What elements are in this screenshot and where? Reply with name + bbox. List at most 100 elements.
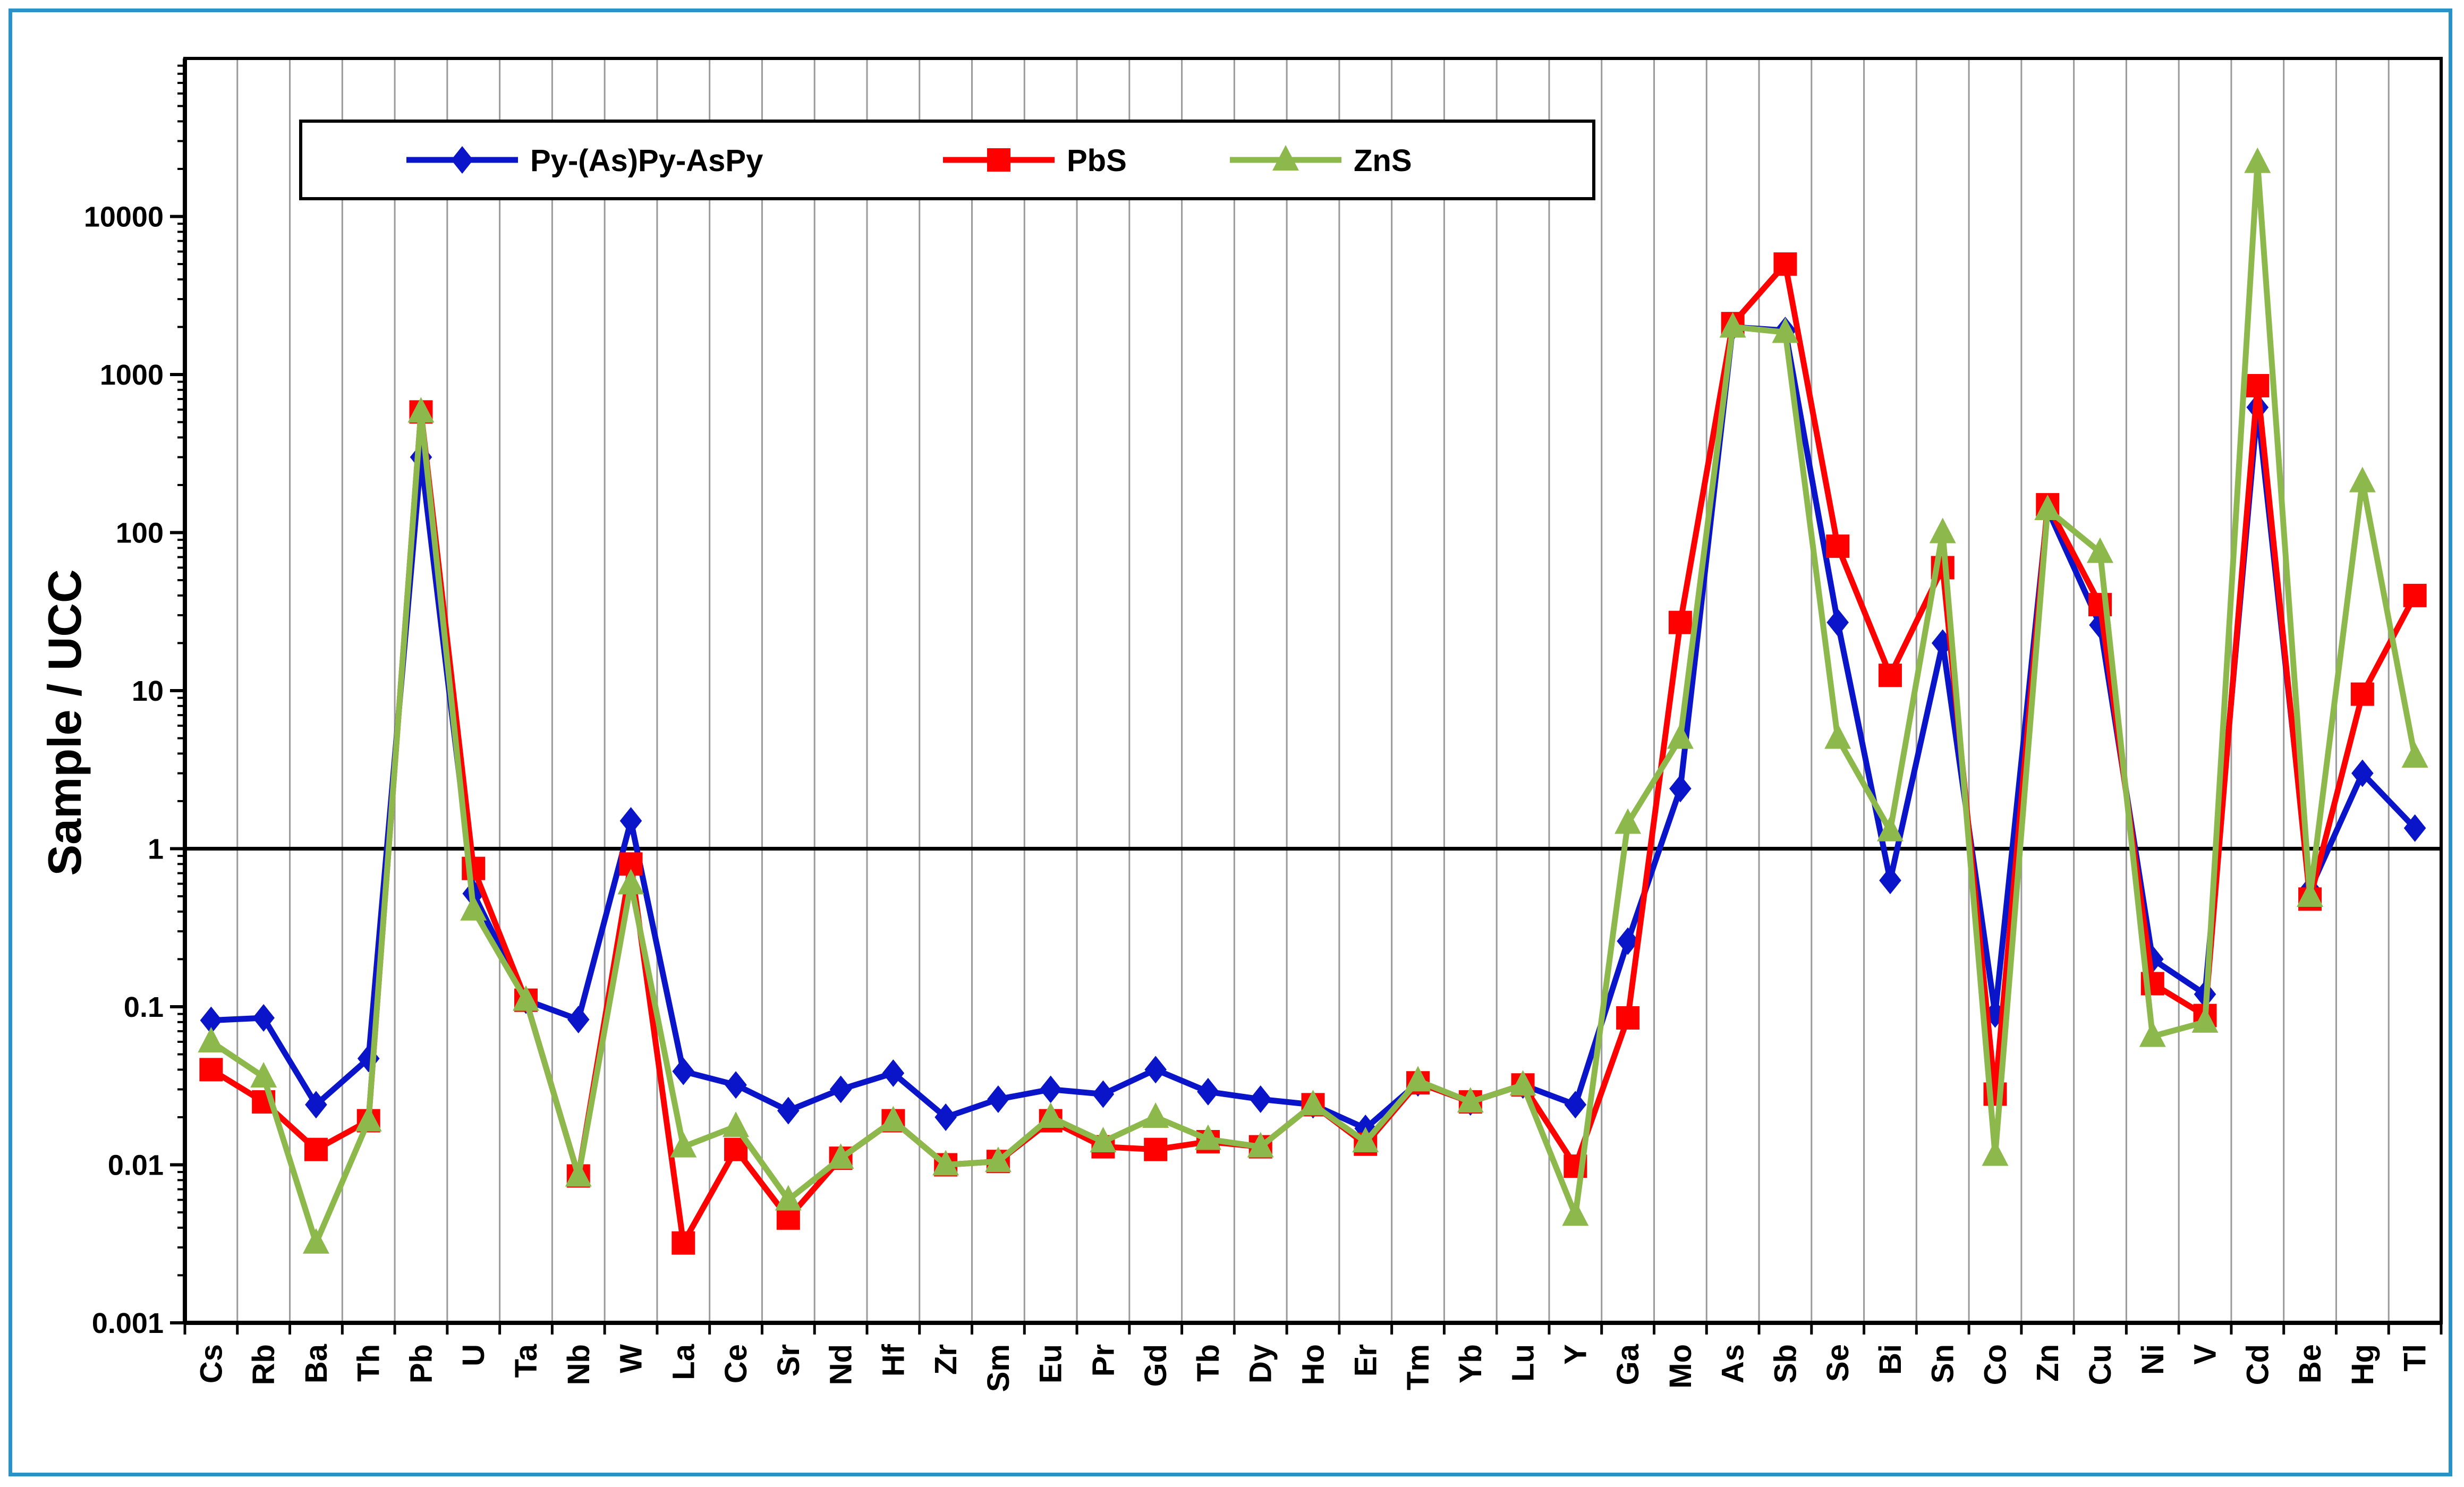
- data-point: [1037, 1102, 1064, 1128]
- data-point: [987, 1085, 1009, 1114]
- data-point: [1982, 1140, 2009, 1166]
- series-line: [211, 324, 2417, 1132]
- x-tick-label: Cs: [194, 1344, 228, 1383]
- y-tick-label: 10: [132, 675, 164, 707]
- x-tick-label: Pb: [404, 1344, 438, 1383]
- x-tick-label: Er: [1348, 1344, 1383, 1376]
- data-point: [880, 1106, 907, 1132]
- data-point: [1667, 723, 1694, 749]
- x-tick-label: Lu: [1506, 1344, 1541, 1382]
- legend-item-2: PbS: [943, 143, 1127, 178]
- data-point: [672, 1231, 695, 1255]
- y-tick-label: 1000: [100, 359, 164, 391]
- data-point: [1773, 252, 1797, 276]
- legend-label: PbS: [1067, 143, 1127, 178]
- x-tick-label: Hf: [876, 1344, 911, 1376]
- x-tick-label: Tm: [1401, 1344, 1435, 1390]
- x-tick-label: Zn: [2030, 1344, 2065, 1382]
- data-point: [1509, 1070, 1536, 1096]
- y-axis-label: Sample / UCC: [38, 569, 91, 876]
- data-point: [2349, 466, 2376, 492]
- x-tick-label: Sr: [771, 1344, 806, 1376]
- data-point: [777, 1097, 800, 1125]
- data-point: [1144, 1056, 1167, 1084]
- data-point: [725, 1071, 747, 1099]
- data-point: [829, 1075, 852, 1103]
- x-tick-label: Rb: [247, 1344, 281, 1385]
- legend: Py-(As)Py-AsPy PbS ZnS: [299, 120, 1595, 200]
- data-point: [2351, 759, 2374, 787]
- data-point: [1984, 1000, 2007, 1028]
- x-tick-label: As: [1716, 1344, 1751, 1383]
- x-tick-label: Y: [1558, 1344, 1593, 1365]
- x-tick-label: W: [614, 1344, 649, 1373]
- x-tick-label: Gd: [1138, 1344, 1173, 1387]
- x-tick-label: Be: [2293, 1344, 2327, 1383]
- legend-label: Py-(As)Py-AsPy: [530, 143, 763, 178]
- data-point: [250, 1062, 277, 1087]
- x-tick-label: La: [666, 1344, 701, 1380]
- y-tick-label: 100: [116, 517, 164, 549]
- data-point: [1562, 1200, 1589, 1226]
- data-point: [198, 1027, 225, 1052]
- data-point: [2141, 945, 2164, 973]
- data-point: [200, 1006, 223, 1034]
- y-tick-label: 0.1: [124, 991, 164, 1023]
- data-point: [619, 807, 642, 835]
- data-point: [1669, 775, 1692, 803]
- data-point: [567, 1006, 590, 1034]
- x-tick-label: Tb: [1191, 1344, 1226, 1382]
- data-point: [775, 1185, 802, 1211]
- legend-marker: [451, 146, 473, 174]
- chart-frame: [9, 9, 2452, 1476]
- data-point: [410, 443, 432, 471]
- data-point: [1457, 1087, 1484, 1113]
- x-tick-label: Ta: [509, 1344, 543, 1378]
- x-tick-label: Tl: [2398, 1344, 2433, 1372]
- data-point: [355, 1106, 382, 1132]
- data-point: [984, 1146, 1012, 1172]
- plot-area-border: [183, 57, 2443, 1324]
- x-tick-label: Hg: [2346, 1344, 2380, 1385]
- data-point: [1879, 866, 1901, 895]
- data-point: [1197, 1077, 1219, 1106]
- data-point: [302, 1228, 329, 1254]
- y-tick-label: 0.01: [108, 1150, 164, 1182]
- x-tick-label: Dy: [1244, 1344, 1278, 1383]
- x-tick-label: Ho: [1296, 1344, 1331, 1385]
- data-point: [1617, 927, 1639, 955]
- data-point: [304, 1137, 328, 1161]
- x-tick-label: Pr: [1086, 1344, 1120, 1376]
- data-point: [1564, 1091, 1587, 1119]
- data-point: [932, 1150, 959, 1176]
- data-point: [1142, 1102, 1169, 1128]
- data-point: [2034, 495, 2061, 521]
- data-point: [2087, 537, 2114, 563]
- x-tick-label: Ga: [1611, 1344, 1645, 1385]
- data-point: [1931, 629, 1954, 657]
- data-point: [723, 1111, 750, 1137]
- x-tick-label: Sm: [981, 1344, 1016, 1392]
- data-point: [672, 1057, 695, 1085]
- data-point: [1615, 808, 1642, 834]
- data-point: [2403, 583, 2427, 607]
- data-point: [827, 1143, 854, 1169]
- x-tick-label: U: [456, 1344, 491, 1366]
- data-point: [462, 856, 486, 880]
- y-tick-label: 1: [148, 834, 164, 865]
- data-point: [617, 869, 644, 895]
- data-point: [407, 397, 435, 423]
- data-point: [2297, 881, 2324, 907]
- x-tick-label: Nb: [562, 1344, 596, 1385]
- data-point: [305, 1091, 327, 1119]
- x-tick-label: Se: [1821, 1344, 1855, 1382]
- data-point: [1929, 517, 1956, 543]
- data-point: [1092, 1080, 1115, 1108]
- x-tick-label: Nd: [824, 1344, 859, 1385]
- data-point: [252, 1004, 275, 1032]
- y-tick-label: 10000: [84, 201, 164, 233]
- data-point: [1299, 1090, 1327, 1116]
- legend-marker: [1272, 145, 1299, 171]
- data-point: [670, 1132, 697, 1158]
